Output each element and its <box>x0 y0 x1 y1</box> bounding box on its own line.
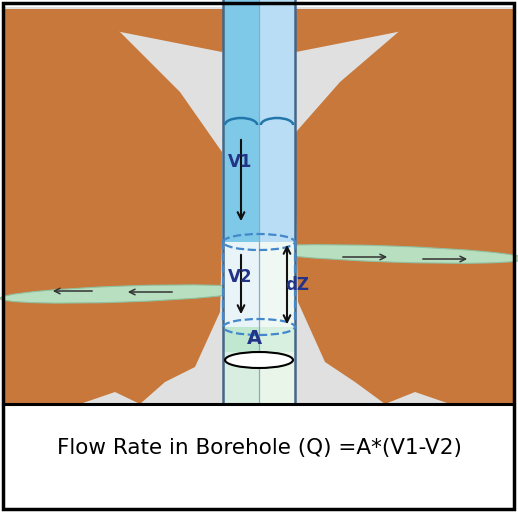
Text: dZ: dZ <box>285 275 309 293</box>
Bar <box>259 242 295 327</box>
Text: V1: V1 <box>228 153 252 171</box>
Bar <box>259 0 295 127</box>
Polygon shape <box>296 9 514 404</box>
Ellipse shape <box>255 245 518 263</box>
Text: A: A <box>247 329 262 348</box>
Bar <box>4 7 513 403</box>
Bar <box>259 127 295 242</box>
Polygon shape <box>4 9 222 404</box>
Bar <box>223 127 259 242</box>
Polygon shape <box>4 4 514 52</box>
Ellipse shape <box>0 285 250 303</box>
Text: Flow Rate in Borehole (Q) =A*(V1-V2): Flow Rate in Borehole (Q) =A*(V1-V2) <box>56 438 462 458</box>
Bar <box>223 352 259 404</box>
Bar <box>223 242 259 327</box>
Text: V2: V2 <box>228 267 252 286</box>
Ellipse shape <box>225 352 293 368</box>
Bar <box>223 327 259 352</box>
Bar <box>223 0 259 127</box>
Bar <box>259 352 295 404</box>
Bar <box>259 327 295 352</box>
